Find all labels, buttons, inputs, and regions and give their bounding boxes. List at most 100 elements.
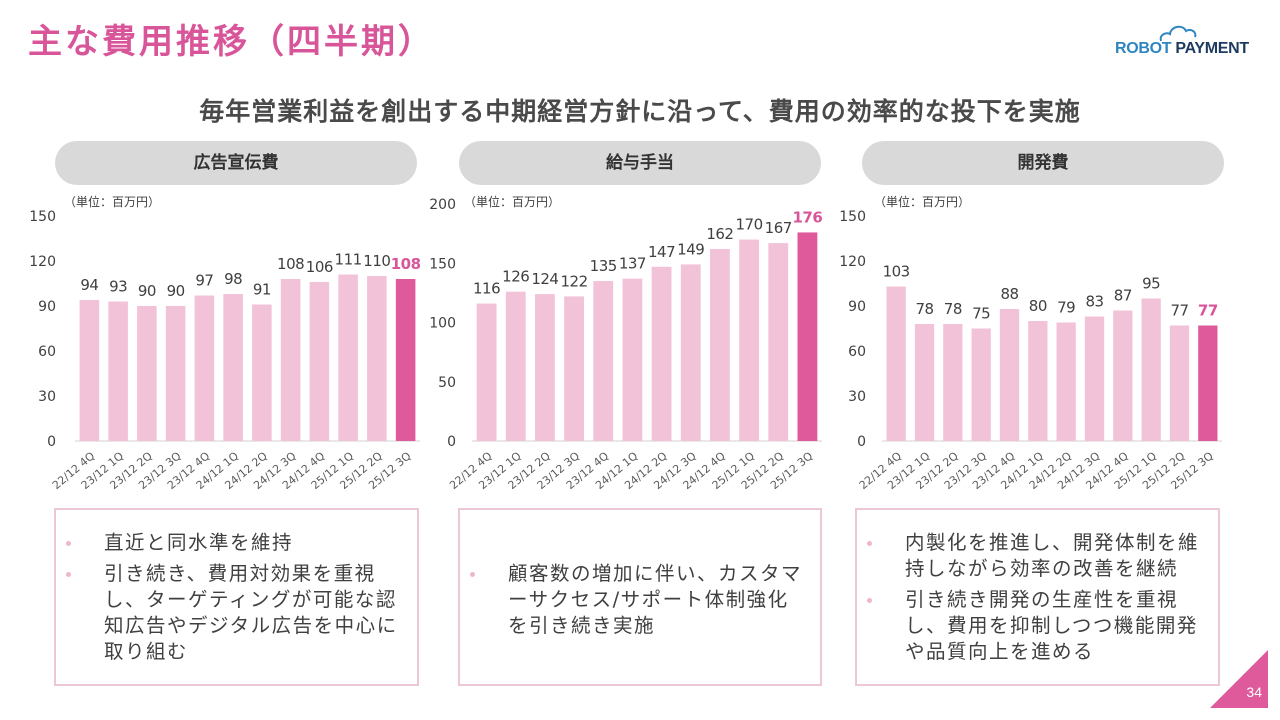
bar bbox=[1056, 322, 1076, 441]
data-label: 97 bbox=[195, 272, 213, 290]
page-number: 34 bbox=[1246, 684, 1262, 700]
bar bbox=[1028, 321, 1048, 441]
bar bbox=[943, 324, 963, 441]
y-tick-label: 30 bbox=[38, 389, 56, 405]
bullet-dot bbox=[867, 541, 872, 546]
y-tick-label: 0 bbox=[47, 434, 56, 450]
bar bbox=[710, 249, 730, 441]
data-label: 75 bbox=[972, 305, 990, 323]
bar bbox=[476, 303, 497, 441]
bullet-text: 引き続き開発の生産性を重視し、費用を抑制しつつ機能開発や品質向上を進める bbox=[905, 588, 1198, 663]
data-label: 147 bbox=[648, 243, 675, 261]
y-tick-label: 90 bbox=[848, 299, 866, 315]
comment-box-development: 内製化を推進し、開発体制を維持しながら効率の改善を継続 引き続き開発の生産性を重… bbox=[855, 508, 1220, 686]
bar bbox=[886, 286, 906, 441]
chart-salaries: （単位：百万円） 0 50 100 150 200 116 22/12 4Q 126 23/12 … bbox=[420, 190, 830, 514]
y-tick-label: 100 bbox=[429, 316, 456, 332]
unit-label: （単位：百万円） bbox=[64, 194, 160, 209]
bullet-list-development: 内製化を推進し、開発体制を維持しながら効率の改善を継続 引き続き開発の生産性を重… bbox=[867, 530, 1206, 670]
data-label: 108 bbox=[277, 255, 304, 273]
bar bbox=[971, 328, 991, 441]
bullet-dot bbox=[66, 572, 71, 577]
bar bbox=[505, 291, 526, 441]
data-label: 80 bbox=[1029, 297, 1047, 315]
data-label: 90 bbox=[167, 282, 185, 300]
data-label: 122 bbox=[561, 272, 588, 290]
bar bbox=[1198, 325, 1218, 441]
bar bbox=[1113, 310, 1133, 441]
data-label: 83 bbox=[1085, 293, 1103, 311]
bar bbox=[768, 243, 789, 441]
y-tick-label: 60 bbox=[38, 344, 56, 360]
data-label: 162 bbox=[706, 225, 733, 243]
unit-label: （単位：百万円） bbox=[464, 194, 560, 209]
bar bbox=[593, 281, 614, 441]
data-label: 124 bbox=[531, 270, 558, 288]
data-label: 77 bbox=[1170, 302, 1188, 320]
bar bbox=[194, 295, 215, 441]
y-tick-label: 120 bbox=[29, 254, 56, 270]
data-label: 79 bbox=[1057, 299, 1075, 317]
unit-label: （単位：百万円） bbox=[874, 194, 970, 209]
y-tick-label: 150 bbox=[429, 256, 456, 272]
bullet-dot bbox=[867, 598, 872, 603]
bullet-text: 引き続き、費用対効果を重視し、ターゲティングが可能な認知広告やデジタル広告を中心… bbox=[104, 562, 398, 663]
page-title: 主な費用推移（四半期） bbox=[28, 22, 435, 62]
data-label: 78 bbox=[944, 300, 962, 318]
bullet-dot bbox=[66, 541, 71, 546]
bullet-list-salaries: 顧客数の増加に伴い、カスタマーサクセス/サポート体制強化を引き続き実施 bbox=[470, 561, 808, 644]
data-label: 108 bbox=[391, 255, 421, 273]
bar bbox=[338, 274, 358, 441]
y-tick-label: 0 bbox=[447, 434, 456, 450]
bar bbox=[797, 232, 818, 441]
page-subtitle: 毎年営業利益を創出する中期経営方針に沿って、費用の効率的な投下を実施 bbox=[199, 97, 1081, 126]
data-label: 78 bbox=[915, 300, 933, 318]
bar bbox=[395, 279, 416, 441]
bar bbox=[223, 294, 243, 441]
logo-text: ROBOT PAYMENT bbox=[1115, 40, 1249, 58]
data-label: 111 bbox=[335, 251, 362, 269]
bar bbox=[564, 296, 584, 441]
bullet-item: 引き続き、費用対効果を重視し、ターゲティングが可能な認知広告やデジタル広告を中心… bbox=[66, 561, 405, 665]
bullet-item: 内製化を推進し、開発体制を維持しながら効率の改善を継続 bbox=[867, 530, 1206, 582]
data-label: 149 bbox=[677, 240, 704, 258]
bar bbox=[622, 278, 643, 441]
comment-box-salaries: 顧客数の増加に伴い、カスタマーサクセス/サポート体制強化を引き続き実施 bbox=[458, 508, 822, 686]
y-tick-label: 30 bbox=[848, 389, 866, 405]
panel-label-salaries: 給与手当 bbox=[459, 141, 821, 185]
chart-development: （単位：百万円） 0 30 60 90 120 150 103 22/12 4Q 78 23/12 … bbox=[830, 190, 1230, 514]
bullet-dot bbox=[470, 572, 475, 577]
bar bbox=[252, 304, 272, 441]
data-label: 94 bbox=[80, 276, 98, 294]
bar bbox=[137, 306, 157, 441]
data-label: 137 bbox=[619, 255, 646, 273]
y-tick-label: 90 bbox=[38, 299, 56, 315]
bar bbox=[914, 324, 935, 441]
logo-text-payment: PAYMENT bbox=[1171, 40, 1249, 57]
bar bbox=[1169, 325, 1190, 441]
bullet-text: 内製化を推進し、開発体制を維持しながら効率の改善を継続 bbox=[905, 531, 1200, 580]
bar bbox=[651, 266, 672, 441]
y-tick-label: 60 bbox=[848, 344, 866, 360]
bar bbox=[999, 309, 1020, 441]
data-label: 116 bbox=[473, 280, 500, 298]
bar bbox=[535, 294, 555, 441]
data-label: 93 bbox=[109, 278, 127, 296]
y-tick-label: 120 bbox=[839, 254, 866, 270]
bar bbox=[367, 276, 387, 441]
y-tick-label: 150 bbox=[29, 209, 56, 225]
bar bbox=[1141, 298, 1161, 441]
comment-box-advertising: 直近と同水準を維持 引き続き、費用対効果を重視し、ターゲティングが可能な認知広告… bbox=[54, 508, 419, 686]
data-label: 170 bbox=[736, 216, 763, 234]
bar bbox=[680, 264, 701, 441]
bar bbox=[280, 279, 301, 441]
data-label: 88 bbox=[1000, 285, 1018, 303]
bar bbox=[1084, 316, 1105, 441]
cloud-icon bbox=[1159, 25, 1197, 42]
data-label: 135 bbox=[590, 257, 617, 275]
data-label: 176 bbox=[793, 208, 823, 226]
bullet-text: 直近と同水準を維持 bbox=[104, 531, 294, 554]
bar bbox=[165, 306, 186, 441]
